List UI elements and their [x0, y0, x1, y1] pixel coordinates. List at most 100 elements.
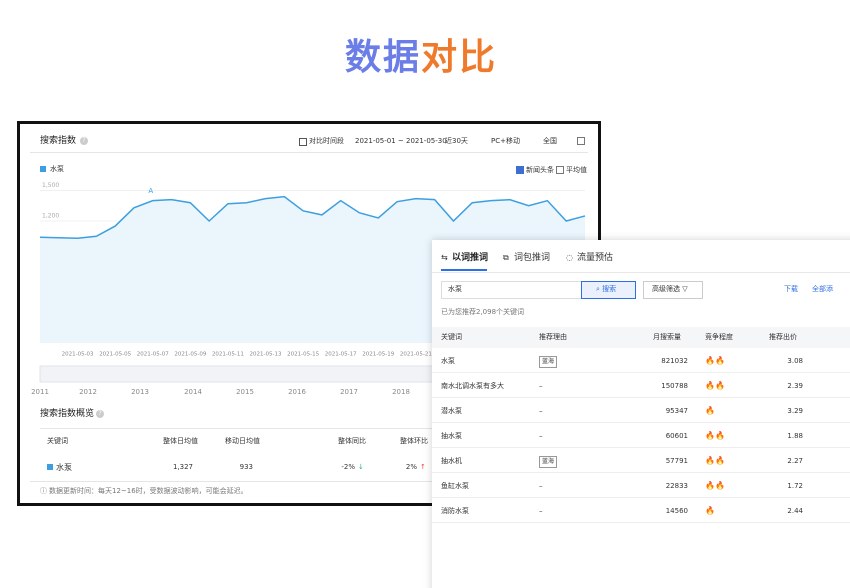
navigator-year: 2013: [131, 388, 149, 396]
device-select[interactable]: PC+移动: [491, 137, 520, 145]
period-select[interactable]: 近30天: [445, 137, 468, 145]
x-tick-label: 2021-05-13: [250, 352, 282, 358]
cell: 消防水泵: [441, 507, 469, 515]
tab-icon: ⇆: [441, 253, 448, 262]
tab[interactable]: 词包推词: [514, 253, 551, 263]
row-divider: [432, 372, 850, 373]
tab-indicator: [441, 269, 487, 271]
row-swatch: [47, 464, 53, 470]
cell: –: [539, 432, 543, 440]
x-tick-label: 2021-05-05: [99, 352, 131, 358]
cell: 抽水泵: [441, 432, 462, 440]
x-tick-label: 2021-05-15: [287, 352, 319, 358]
search-query: 水泵: [448, 285, 462, 293]
footnote: 数据更新时间：每天12~16时，受数据波动影响，可能会延迟。: [49, 487, 248, 495]
x-tick-label: 2021-05-17: [325, 352, 357, 358]
cell: 150788: [661, 382, 688, 390]
table-header: [432, 327, 850, 348]
row-divider: [432, 422, 850, 423]
help-icon[interactable]: ?: [96, 410, 104, 418]
navigator-year: 2014: [184, 388, 202, 396]
cell: 2.27: [787, 457, 803, 465]
legend-swatch: [40, 166, 46, 172]
headline-part: 对比: [421, 37, 498, 78]
cell: –: [539, 382, 543, 390]
export-icon[interactable]: [577, 137, 585, 145]
date-range[interactable]: 2021-05-01 ~ 2021-05-30: [355, 137, 447, 145]
col-header: 推荐出价: [769, 333, 797, 341]
checkbox[interactable]: [299, 138, 307, 146]
x-tick-label: 2021-05-09: [174, 352, 206, 358]
cell: 1.72: [787, 482, 803, 490]
checkbox[interactable]: [556, 166, 564, 174]
col-header: 关键词: [47, 437, 68, 445]
cell: 3.29: [787, 407, 803, 415]
tab[interactable]: 以词推词: [452, 253, 489, 263]
competition: 🔥🔥: [705, 481, 725, 490]
divider: [432, 272, 850, 273]
summary-title: 搜索指数概览: [40, 409, 95, 419]
cell: 2%: [405, 463, 417, 471]
x-tick-label: 2021-05-07: [137, 352, 169, 358]
panel-title: 搜索指数: [40, 136, 77, 146]
navigator-year: 2012: [79, 388, 97, 396]
cell: 2.39: [787, 382, 803, 390]
search-button[interactable]: [581, 281, 636, 299]
cell: –: [539, 482, 543, 490]
help-icon[interactable]: ?: [80, 137, 88, 145]
x-tick-label: 2021-05-19: [362, 352, 394, 358]
divider: [40, 428, 585, 429]
annotation: A: [148, 187, 153, 195]
up-arrow: ↑: [420, 463, 426, 471]
cell: 22833: [665, 482, 688, 490]
filter-button[interactable]: [643, 281, 703, 299]
checkbox[interactable]: [516, 166, 524, 174]
x-tick-label: 2021-05-21: [400, 352, 432, 358]
navigator-year: 2018: [392, 388, 410, 396]
line: [39, 195, 586, 240]
y-tick-label: 1,200: [42, 213, 59, 220]
competition: 🔥🔥: [705, 356, 725, 365]
option-label[interactable]: 新闻头条: [526, 166, 554, 174]
divider: [30, 481, 588, 482]
cell: 2.44: [787, 507, 803, 515]
cell: 60601: [665, 432, 688, 440]
button-label: 高级筛选: [652, 285, 680, 293]
tag: 蓝海: [539, 456, 558, 468]
col-header: 整体同比: [338, 437, 366, 445]
col-header: 月搜索量: [653, 333, 681, 341]
col-header: 整体环比: [400, 437, 428, 445]
compare-toggle[interactable]: 对比时间段: [309, 137, 344, 145]
competition: 🔥: [705, 506, 715, 515]
cell: 鱼缸水泵: [441, 482, 469, 490]
navigator-year: 2016: [288, 388, 306, 396]
tag: 蓝海: [539, 356, 558, 368]
cell: 南水北调水泵有多大: [441, 382, 504, 390]
cell: -2%: [341, 463, 355, 471]
cell: 14560: [665, 507, 688, 515]
cell: 821032: [661, 357, 688, 365]
add-all-link[interactable]: 全部添: [812, 285, 833, 293]
cell: 抽水机: [441, 457, 462, 465]
tab-icon: ◌: [566, 253, 573, 262]
tab-icon: ⧉: [503, 253, 509, 262]
region-select[interactable]: 全国: [543, 137, 557, 145]
cell: –: [539, 507, 543, 515]
competition: 🔥🔥: [705, 431, 725, 440]
competition: 🔥: [705, 406, 715, 415]
divider: [30, 152, 588, 153]
down-arrow: ↓: [358, 463, 364, 471]
row-divider: [432, 497, 850, 498]
competition: 🔥🔥: [705, 381, 725, 390]
y-tick-label: 1,500: [42, 182, 59, 189]
cell: 933: [239, 463, 253, 471]
cell: 3.08: [787, 357, 803, 365]
option-label[interactable]: 平均值: [566, 166, 587, 174]
row-divider: [432, 522, 850, 523]
tab[interactable]: 流量预估: [577, 253, 614, 263]
row-divider: [432, 472, 850, 473]
download-link[interactable]: 下载: [784, 285, 798, 293]
cell: 1,327: [172, 463, 193, 471]
search-input[interactable]: [441, 281, 582, 299]
navigator-year: 2017: [340, 388, 358, 396]
